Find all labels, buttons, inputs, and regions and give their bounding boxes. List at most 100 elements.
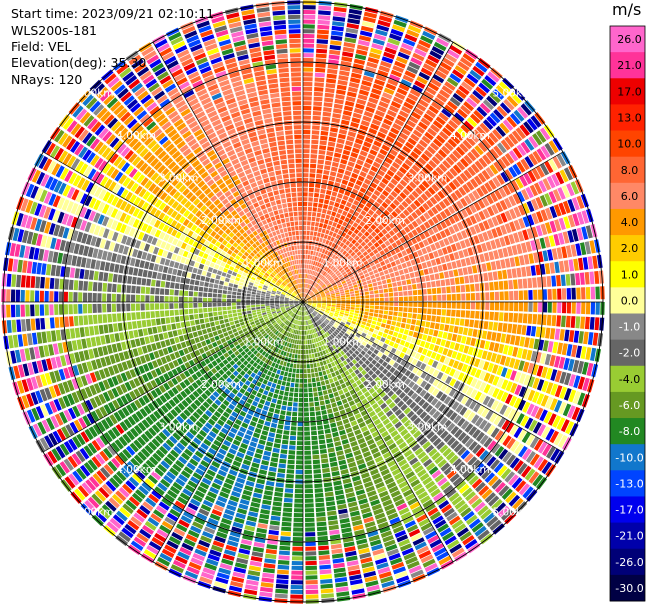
velocity-gate — [319, 372, 323, 377]
velocity-gate — [364, 273, 369, 277]
velocity-gate — [312, 125, 320, 130]
velocity-gate — [283, 435, 289, 440]
velocity-gate — [447, 262, 453, 269]
velocity-gate — [332, 387, 337, 392]
velocity-gate — [285, 488, 293, 493]
velocity-gate — [295, 489, 303, 493]
velocity-gate — [266, 441, 273, 446]
velocity-gate — [424, 342, 430, 349]
velocity-gate — [450, 318, 455, 325]
velocity-gate — [290, 436, 296, 441]
velocity-gate — [498, 323, 503, 332]
velocity-gate — [315, 493, 324, 498]
velocity-gate — [284, 391, 289, 396]
velocity-gate — [256, 423, 263, 429]
velocity-gate — [278, 560, 290, 565]
velocity-gate — [324, 219, 329, 224]
velocity-gate — [303, 77, 313, 81]
velocity-gate — [347, 396, 353, 402]
velocity-gate — [325, 215, 330, 220]
velocity-gate — [303, 87, 312, 91]
velocity-gate — [363, 285, 368, 289]
velocity-gate — [327, 443, 334, 448]
velocity-gate — [265, 386, 270, 391]
velocity-gate — [404, 302, 408, 307]
velocity-gate — [276, 370, 280, 375]
velocity-gate — [501, 334, 507, 343]
velocity-gate — [329, 137, 337, 142]
velocity-gate — [305, 255, 307, 259]
velocity-gate — [320, 449, 327, 454]
velocity-gate — [343, 419, 350, 425]
velocity-gate — [445, 279, 450, 286]
velocity-gate — [334, 441, 341, 446]
velocity-gate — [335, 577, 348, 583]
velocity-gate — [329, 452, 336, 457]
velocity-gate — [423, 302, 427, 307]
velocity-gate — [292, 412, 297, 416]
velocity-gate — [278, 555, 289, 560]
velocity-gate — [324, 165, 331, 170]
velocity-gate — [292, 373, 296, 378]
velocity-gate — [332, 553, 343, 559]
velocity-gate — [384, 329, 389, 334]
velocity-gate — [313, 469, 321, 474]
velocity-gate — [307, 265, 309, 269]
velocity-gate — [303, 164, 309, 168]
velocity-gate — [378, 331, 383, 336]
velocity-gate — [482, 331, 487, 340]
velocity-gate — [269, 467, 277, 472]
velocity-gate — [300, 364, 303, 368]
velocity-gate — [313, 460, 320, 465]
velocity-gate — [320, 361, 324, 366]
velocity-gate — [439, 272, 444, 279]
velocity-gate — [294, 499, 303, 503]
velocity-gate — [317, 164, 323, 169]
velocity-gate — [313, 101, 322, 106]
velocity-gate — [484, 283, 489, 291]
velocity-gate — [314, 227, 318, 232]
velocity-gate — [299, 326, 301, 330]
velocity-gate — [344, 423, 351, 429]
velocity-gate — [317, 213, 322, 218]
velocity-gate — [332, 191, 338, 196]
velocity-gate — [327, 74, 337, 79]
velocity-gate — [411, 278, 416, 284]
velocity-gate — [254, 542, 265, 548]
velocity-gate — [314, 82, 324, 87]
velocity-gate — [324, 482, 332, 487]
velocity-gate — [339, 430, 346, 436]
velocity-gate — [296, 345, 299, 349]
velocity-gate — [311, 140, 318, 145]
velocity-gate — [502, 270, 507, 279]
velocity-gate — [334, 228, 339, 233]
velocity-gate — [403, 313, 408, 318]
velocity-gate — [284, 493, 293, 498]
velocity-gate — [279, 390, 284, 395]
velocity-gate — [278, 565, 290, 570]
velocity-gate — [316, 416, 322, 421]
velocity-gate — [350, 389, 356, 395]
velocity-gate — [308, 197, 313, 201]
velocity-gate — [275, 589, 288, 594]
velocity-gate — [398, 312, 403, 317]
velocity-gate — [481, 263, 487, 272]
velocity-gate — [306, 580, 318, 585]
velocity-gate — [281, 449, 288, 454]
velocity-gate — [373, 282, 378, 286]
velocity-gate — [508, 280, 513, 289]
velocity-gate — [286, 362, 290, 367]
velocity-gate — [344, 145, 352, 151]
velocity-gate — [332, 118, 341, 123]
velocity-gate — [296, 456, 303, 460]
velocity-gate — [286, 416, 292, 421]
velocity-gate — [306, 274, 308, 278]
velocity-gate — [293, 407, 298, 411]
velocity-gate — [287, 407, 292, 412]
velocity-gate — [279, 551, 290, 556]
velocity-gate — [294, 508, 303, 512]
velocity-gate — [365, 295, 369, 298]
velocity-gate — [255, 428, 262, 434]
velocity-gate — [334, 7, 347, 13]
velocity-gate — [333, 108, 342, 114]
